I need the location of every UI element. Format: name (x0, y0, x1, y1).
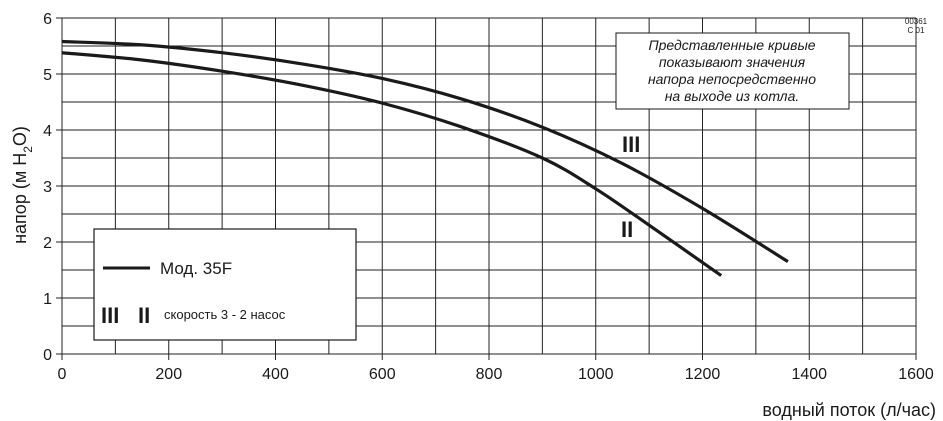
y-tick-label: 6 (43, 11, 52, 28)
x-tick-label: 400 (262, 366, 289, 383)
y-tick-label: 4 (43, 123, 52, 140)
annotation-line-3: напора непосредственно (648, 71, 816, 87)
x-tick-label: 0 (58, 366, 67, 383)
pump-curves (61, 39, 789, 277)
y-tick-label: 1 (43, 291, 52, 308)
y-tick-label: 3 (43, 179, 52, 196)
figure-code-line-2: C 01 (908, 26, 925, 35)
figure-code-line-1: 00361 (905, 17, 928, 26)
legend-speed-label: скорость 3 - 2 насос (164, 307, 286, 322)
annotation-line-4: на выходе из котла. (665, 88, 800, 104)
y-axis-title: напор (м H2O) (10, 126, 35, 244)
y-axis-title-part2: O) (10, 126, 30, 146)
y-axis-title-part1: напор (м H (10, 153, 30, 244)
y-tick-label: 2 (43, 235, 52, 252)
annotation-line-2: показывают значения (659, 54, 806, 70)
x-axis-title: водный поток (л/час) (762, 400, 936, 420)
y-tick-label: 5 (43, 67, 52, 84)
y-axis-ticks: 0 1 2 3 4 5 6 (43, 11, 52, 364)
y-axis-title-subscript: 2 (21, 146, 35, 153)
legend-model-label: Мод. 35F (160, 259, 232, 278)
legend-speed-mark-II: II (138, 303, 150, 328)
annotation-box: Представленные кривые показывают значени… (615, 32, 850, 110)
y-tick-label: 0 (43, 347, 52, 364)
annotation-line-1: Представленные кривые (648, 37, 815, 53)
x-tick-label: 1400 (791, 366, 827, 383)
curve-label-II: II (621, 217, 633, 242)
curve-speed-II (61, 51, 723, 277)
x-tick-label: 1000 (578, 366, 614, 383)
x-tick-label: 1600 (898, 366, 934, 383)
legend-speed-mark-III: III (101, 303, 119, 328)
curve-label-III: III (622, 132, 640, 157)
curve-speed-III (61, 39, 789, 263)
x-tick-label: 800 (476, 366, 503, 383)
legend: Мод. 35F III II скорость 3 - 2 насос (93, 228, 357, 341)
x-tick-label: 600 (369, 366, 396, 383)
x-tick-label: 1200 (685, 366, 721, 383)
x-axis-ticks: 0 200 400 600 800 1000 1200 1400 1600 (58, 366, 934, 383)
x-tick-label: 200 (155, 366, 182, 383)
